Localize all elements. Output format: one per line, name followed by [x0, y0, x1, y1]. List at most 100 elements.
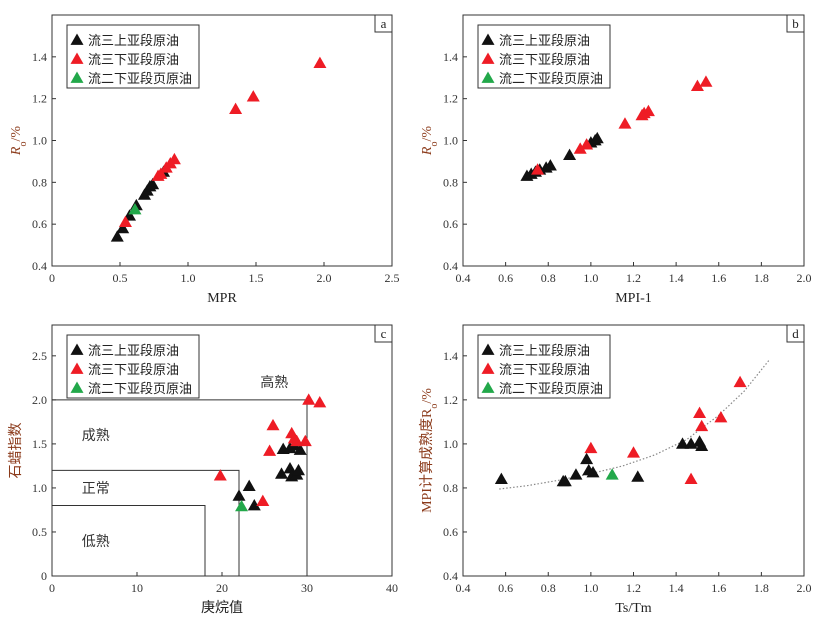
legend-marker	[70, 343, 84, 355]
x-axis-label: 庚烷值	[201, 600, 243, 616]
y-axis-label-sub: o	[18, 142, 29, 147]
x-tick-label: 1.0	[181, 271, 196, 285]
y-axis-label-suffix: /%	[420, 388, 435, 404]
data-point	[631, 470, 645, 482]
region-boundary	[52, 469, 240, 576]
legend-marker	[481, 362, 495, 374]
data-point	[584, 441, 598, 454]
legend-entry: 流二下亚段页原油	[499, 71, 603, 86]
y-tick-label: 2.0	[32, 393, 47, 407]
data-point	[118, 215, 132, 227]
x-tick-label: 1.6	[711, 581, 726, 595]
data-point	[242, 479, 256, 492]
x-tick-label: 30	[301, 581, 313, 595]
data-point	[641, 104, 655, 117]
legend-entry: 流二下亚段页原油	[88, 381, 192, 396]
y-axis-label-main: R	[420, 146, 435, 156]
x-tick-label: 20	[216, 581, 228, 595]
y-tick-label: 1.0	[32, 134, 47, 148]
panel-label-box	[374, 14, 393, 33]
legend-marker	[481, 343, 495, 355]
data-point	[146, 177, 160, 190]
x-tick-label: 0.4	[456, 581, 471, 595]
data-point	[263, 444, 277, 456]
y-tick-label: 0.6	[32, 217, 47, 231]
trendline	[499, 358, 771, 490]
data-point	[293, 443, 307, 455]
legend-entry: 流三下亚段原油	[499, 52, 590, 67]
data-point	[558, 474, 572, 487]
data-point	[690, 79, 704, 91]
x-tick-label: 1.2	[626, 581, 641, 595]
legend-box	[477, 334, 611, 399]
y-tick-label: 0.6	[443, 525, 458, 539]
panel-label-box	[374, 324, 393, 343]
y-tick-label: 0	[41, 569, 47, 583]
y-tick-label: 0.4	[32, 259, 47, 273]
legend-marker	[70, 71, 84, 83]
x-tick-label: 1.4	[669, 271, 684, 285]
x-tick-label: 1.2	[626, 271, 641, 285]
legend-box	[66, 334, 200, 399]
legend-entry: 流三上亚段原油	[499, 343, 590, 358]
y-tick-label: 1.2	[443, 393, 458, 407]
region-label: 高熟	[260, 374, 288, 391]
panel-c: 0 10 20 30 40 0 0.5 1.0 1.5 2.0 2.5 庚烷值 石蜡指数 c 低熟 正常 成熟 高…	[8, 324, 398, 616]
y-tick-label: 1.2	[443, 92, 458, 106]
panel-label: b	[792, 16, 799, 31]
data-point	[232, 489, 246, 501]
region-boundary	[52, 505, 206, 576]
y-axis-label-main: MPI计算成熟度R	[419, 408, 435, 513]
x-tick-label: 1.0	[583, 581, 598, 595]
y-tick-label: 1.4	[32, 50, 47, 64]
x-axis-label: MPR	[207, 291, 237, 306]
y-axis-label-suffix: /%	[420, 126, 435, 142]
y-axis-label-main: 石蜡指数	[8, 423, 24, 479]
data-point	[573, 142, 587, 154]
data-point	[116, 221, 130, 234]
y-tick-label: 1.0	[443, 437, 458, 451]
legend-box	[66, 24, 200, 89]
data-point	[569, 468, 583, 480]
data-point	[275, 467, 288, 479]
x-tick-label: 1.8	[754, 271, 769, 285]
y-axis-label-sub: o	[429, 142, 440, 147]
x-tick-label: 0.8	[541, 581, 556, 595]
x-axis-label: Ts/Tm	[615, 601, 651, 616]
x-axis-label: MPI-1	[615, 291, 652, 306]
x-tick-label: 0.5	[113, 271, 128, 285]
legend-marker	[70, 33, 84, 45]
data-point	[235, 499, 249, 512]
x-tick-label: 0.4	[456, 271, 471, 285]
legend-marker	[481, 381, 495, 393]
data-point	[110, 230, 124, 242]
data-point	[290, 434, 304, 447]
region-label: 正常	[82, 481, 110, 497]
data-point	[154, 167, 168, 179]
legend-marker	[70, 362, 84, 374]
panel-label-box	[786, 324, 805, 343]
data-point	[313, 56, 327, 68]
x-tick-label: 2.0	[317, 271, 332, 285]
data-point	[714, 410, 728, 423]
legend-marker	[481, 71, 495, 83]
data-point	[213, 469, 227, 481]
data-point	[605, 468, 619, 480]
data-point	[313, 396, 327, 408]
x-tick-label: 1.6	[711, 271, 726, 285]
panel-b: 0.4 0.6 0.8 1.0 1.2 1.4 1.6 1.8 2.0 0.4 0.6 0.8 1.0 1…	[420, 14, 812, 306]
region-label: 低熟	[82, 534, 110, 550]
x-tick-label: 1.5	[249, 271, 264, 285]
legend-marker	[481, 52, 495, 64]
data-point	[590, 131, 604, 144]
data-point	[563, 148, 577, 161]
legend-entry: 流二下亚段页原油	[88, 71, 192, 86]
x-tick-label: 0.6	[498, 581, 513, 595]
data-point	[256, 494, 270, 507]
data-point	[695, 419, 709, 432]
data-point	[283, 462, 297, 474]
legend-marker	[70, 381, 84, 393]
